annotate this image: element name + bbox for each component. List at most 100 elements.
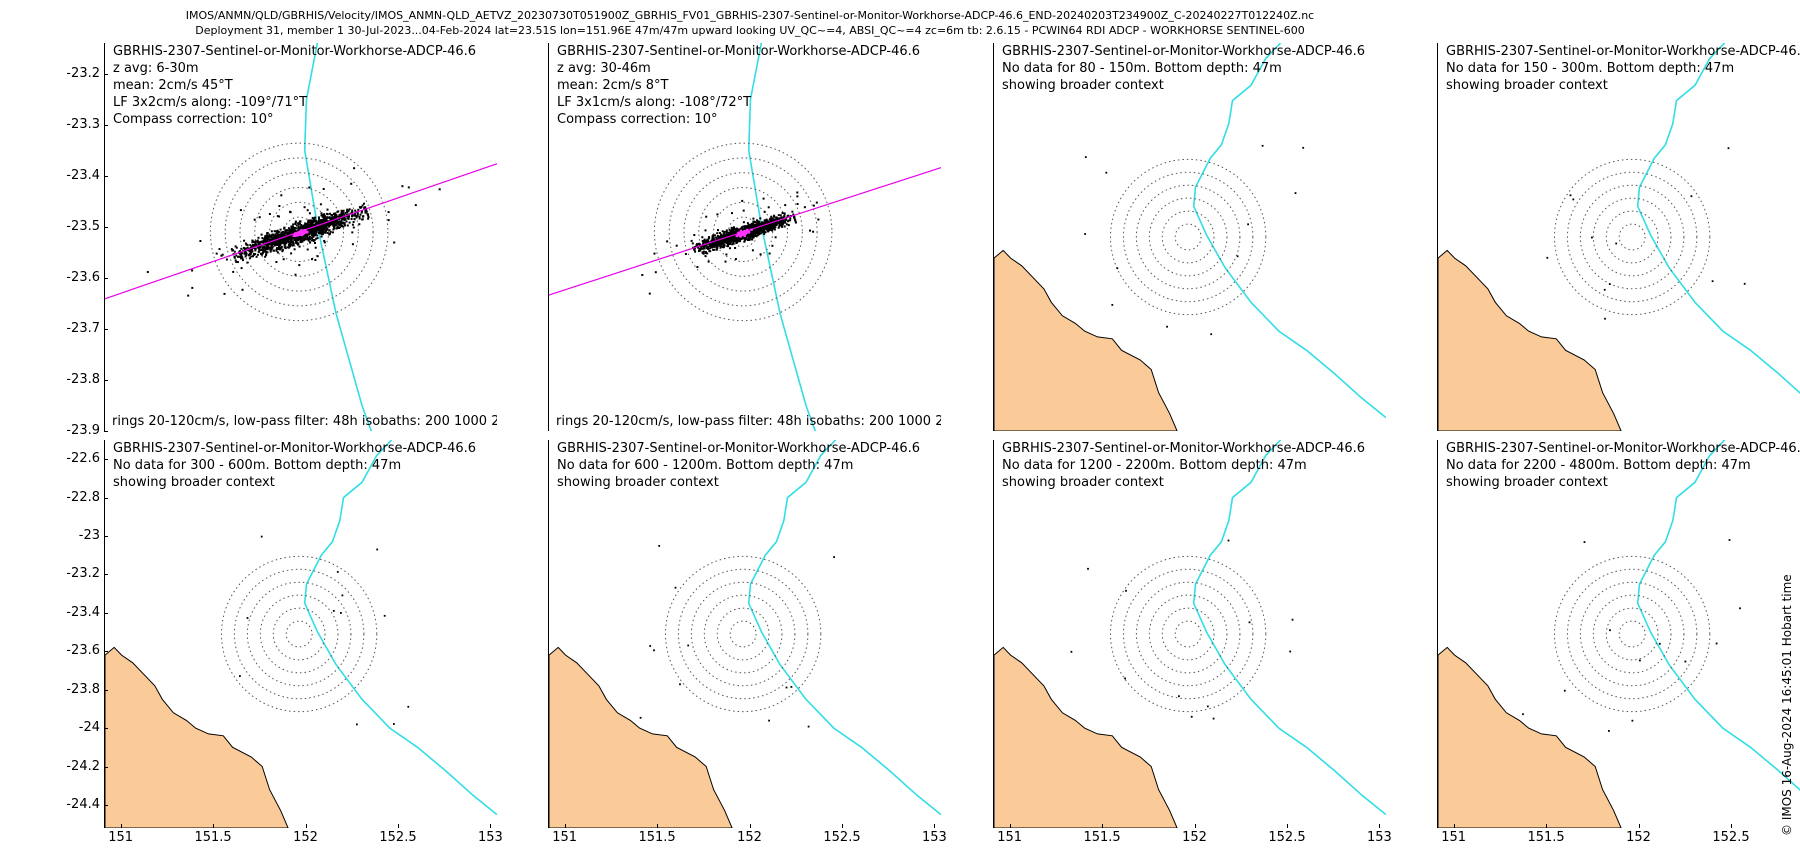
scatter-point (698, 243, 701, 246)
scatter-point (247, 254, 250, 257)
subplot-panel: GBRHIS-2307-Sentinel-or-Monitor-Workhors… (548, 43, 941, 431)
scatter-point (284, 232, 287, 235)
low-pass-point (299, 229, 303, 232)
panel-info-line: z avg: 30-46m (557, 61, 651, 76)
scatter-point (712, 239, 715, 242)
panel-info-line: showing broader context (1002, 475, 1164, 490)
scatter-point (340, 211, 343, 214)
scatter-point (286, 246, 289, 249)
stray-point (1563, 689, 1566, 692)
scatter-point (773, 225, 775, 228)
scatter-point (269, 250, 272, 253)
scatter-point (218, 248, 221, 251)
stray-point (1546, 256, 1549, 259)
scatter-point (735, 242, 738, 244)
scatter-point (319, 220, 322, 223)
scatter-point (346, 211, 349, 214)
y-tick-mark (104, 277, 108, 279)
scatter-point (713, 248, 716, 251)
scatter-point (329, 212, 331, 215)
scatter-point (732, 233, 735, 236)
scatter-point (753, 232, 756, 235)
scatter-point (750, 226, 753, 229)
scatter-point (684, 253, 687, 255)
scatter-point (240, 247, 243, 250)
scatter-point (223, 292, 226, 295)
scatter-point (724, 260, 727, 263)
low-pass-point (741, 230, 744, 234)
scatter-point (329, 220, 332, 223)
y-tick-mark (104, 328, 108, 330)
scatter-point (698, 250, 700, 252)
scatter-point (367, 214, 370, 217)
scatter-point (334, 212, 337, 215)
scatter-point (275, 261, 278, 263)
y-tick-mark (104, 459, 108, 461)
scatter-point (240, 253, 243, 256)
scatter-point (710, 239, 713, 242)
scatter-point (778, 221, 781, 224)
scatter-point (724, 233, 727, 236)
scatter-point (756, 234, 759, 237)
scatter-point (256, 246, 259, 249)
stray-point (1084, 233, 1086, 235)
stray-point (1727, 147, 1730, 150)
isobath-line (1636, 440, 1800, 791)
scatter-point (258, 241, 261, 244)
panel-info-line: No data for 150 - 300m. Bottom depth: 47… (1446, 61, 1735, 76)
scatter-point (347, 209, 350, 212)
scatter-point (793, 216, 796, 219)
scatter-point (702, 250, 705, 253)
scatter-point (280, 240, 283, 243)
scatter-point (728, 238, 731, 241)
scatter-point (723, 244, 726, 247)
stray-point (239, 675, 241, 677)
scatter-point (783, 225, 786, 228)
scatter-point (313, 219, 316, 222)
scatter-point (300, 226, 303, 229)
scatter-point (322, 216, 325, 219)
scatter-point (276, 215, 279, 218)
stray-point (332, 610, 335, 612)
scatter-point (757, 220, 760, 223)
panel-footer-note: rings 20-120cm/s, low-pass filter: 48h i… (112, 414, 497, 429)
stray-point (785, 686, 788, 689)
scatter-point (277, 239, 280, 242)
scatter-point (311, 258, 313, 261)
panel-footer-note: rings 20-120cm/s, low-pass filter: 48h i… (556, 414, 941, 429)
scatter-point (333, 220, 335, 223)
scatter-point (698, 247, 701, 250)
scatter-point (765, 219, 768, 222)
scatter-point (401, 185, 404, 188)
scatter-point (300, 228, 303, 231)
scatter-point (787, 220, 790, 223)
scatter-point (286, 237, 289, 240)
scatter-point (255, 255, 258, 258)
scatter-point (722, 246, 725, 249)
scatter-point (322, 214, 325, 216)
stray-point (393, 723, 395, 725)
scatter-point (735, 239, 738, 241)
scatter-point (361, 204, 364, 207)
scatter-point (328, 225, 331, 228)
scatter-point (325, 222, 328, 225)
scatter-point (781, 225, 784, 228)
scatter-point (734, 235, 736, 238)
scatter-point (742, 236, 745, 238)
scatter-point (267, 245, 270, 248)
scatter-point (273, 244, 276, 247)
scatter-point (356, 214, 359, 217)
scatter-point (766, 227, 769, 230)
scatter-point (758, 229, 761, 231)
scatter-point (333, 222, 336, 225)
scatter-point (707, 260, 710, 263)
land-polygon (994, 249, 1178, 431)
scatter-point (720, 241, 723, 244)
scatter-point (733, 231, 736, 234)
scatter-point (290, 241, 293, 243)
low-pass-point (739, 235, 742, 238)
scatter-point (254, 243, 257, 246)
scatter-point (314, 242, 316, 244)
scatter-point (289, 240, 291, 243)
scatter-point (284, 239, 287, 242)
